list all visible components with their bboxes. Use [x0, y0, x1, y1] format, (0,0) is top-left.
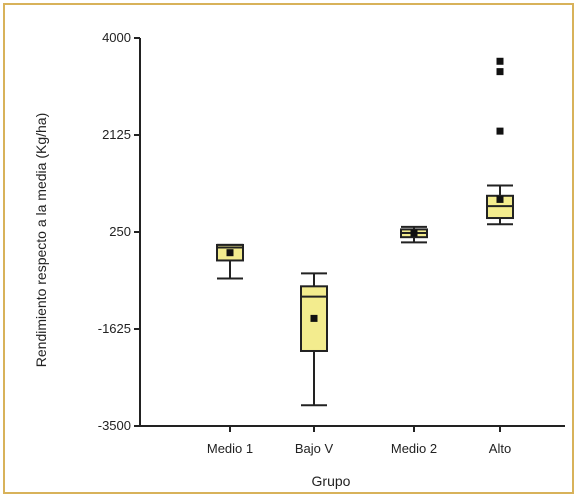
axes: [139, 38, 565, 427]
outlier-point: [496, 57, 504, 65]
x-axis-ticks: Medio 1 Bajo V Medio 2 Alto: [207, 426, 511, 456]
y-axis-ticks: 4000 2125 250 -1625 -3500: [98, 30, 140, 433]
box-bajo-v: [300, 272, 328, 407]
x-tick-label: Medio 2: [391, 441, 437, 456]
box-medio-1: [216, 243, 244, 280]
x-axis-label: Grupo: [312, 473, 351, 489]
y-tick-label: 4000: [102, 30, 131, 45]
y-axis-label: Rendimiento respecto a la media (Kg/ha): [33, 113, 49, 367]
mean-marker: [410, 229, 418, 237]
x-tick-label: Medio 1: [207, 441, 253, 456]
boxes: [216, 57, 514, 407]
y-tick-label: -1625: [98, 321, 131, 336]
x-tick-label: Bajo V: [295, 441, 334, 456]
outlier-point: [496, 68, 504, 76]
x-tick-label: Alto: [489, 441, 511, 456]
outlier-point: [496, 127, 504, 135]
box-alto: [486, 57, 514, 226]
box-medio-2: [400, 225, 428, 244]
y-tick-label: -3500: [98, 418, 131, 433]
mean-marker: [310, 314, 318, 322]
mean-marker: [226, 249, 234, 257]
mean-marker: [496, 195, 504, 203]
y-tick-label: 2125: [102, 127, 131, 142]
chart-frame: [3, 3, 574, 494]
y-tick-label: 250: [109, 224, 131, 239]
